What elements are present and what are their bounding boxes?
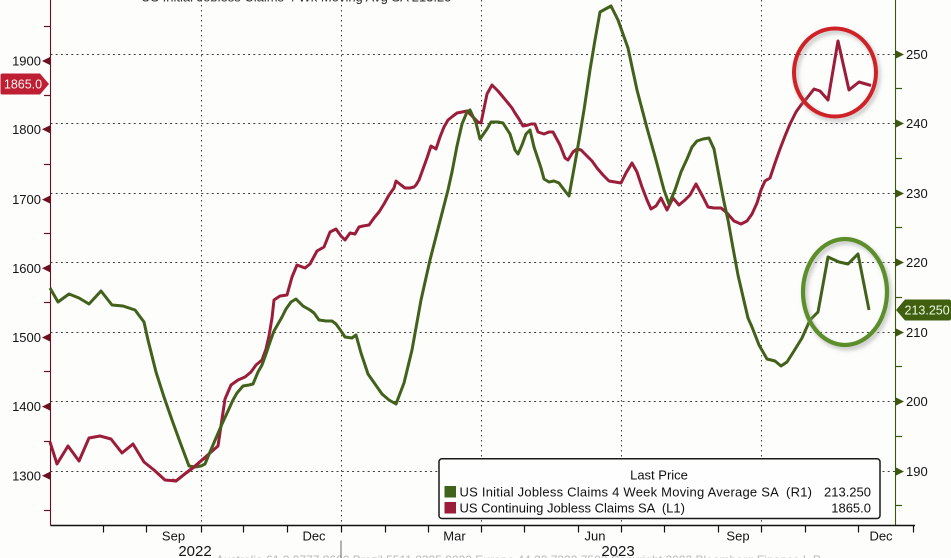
svg-text:210: 210 xyxy=(906,325,928,340)
svg-text:Sep: Sep xyxy=(162,529,185,544)
svg-text:230: 230 xyxy=(906,186,928,201)
svg-text:240: 240 xyxy=(906,116,928,131)
svg-text:2022: 2022 xyxy=(178,543,211,558)
svg-text:1500: 1500 xyxy=(12,330,41,345)
svg-text:Sep: Sep xyxy=(726,529,749,544)
svg-text:213.250: 213.250 xyxy=(824,485,871,500)
svg-text:Dec: Dec xyxy=(869,529,893,544)
svg-text:US Initial Jobless Claims 4 We: US Initial Jobless Claims 4 Week Moving … xyxy=(460,485,813,500)
svg-text:1600: 1600 xyxy=(12,261,41,276)
svg-text:2023: 2023 xyxy=(601,543,634,558)
svg-text:Australia 61 2 9777 8600 Braz: Australia 61 2 9777 8600 Brazil 5511 239… xyxy=(216,553,823,558)
svg-text:250: 250 xyxy=(906,47,928,62)
svg-text:220: 220 xyxy=(906,255,928,270)
svg-text:US Continuing Jobless Claims S: US Continuing Jobless Claims SA (L1) xyxy=(460,501,685,516)
svg-text:1800: 1800 xyxy=(12,122,41,137)
svg-text:Jun: Jun xyxy=(585,529,606,544)
svg-text:Last Price: Last Price xyxy=(630,468,688,483)
svg-text:1400: 1400 xyxy=(12,399,41,414)
svg-text:1865.0: 1865.0 xyxy=(4,77,42,91)
svg-text:1700: 1700 xyxy=(12,192,41,207)
svg-text:Dec: Dec xyxy=(302,529,326,544)
svg-text:1900: 1900 xyxy=(12,54,41,69)
svg-text:Mar: Mar xyxy=(443,529,466,544)
svg-text:200: 200 xyxy=(906,394,928,409)
svg-text:1300: 1300 xyxy=(12,468,41,483)
svg-text:1865.0: 1865.0 xyxy=(831,501,871,516)
svg-text:190: 190 xyxy=(906,464,928,479)
svg-text:213.250: 213.250 xyxy=(905,303,950,317)
svg-text:US Initial Jobless Claims 4 Wk: US Initial Jobless Claims 4 Wk Moving Av… xyxy=(141,0,451,4)
